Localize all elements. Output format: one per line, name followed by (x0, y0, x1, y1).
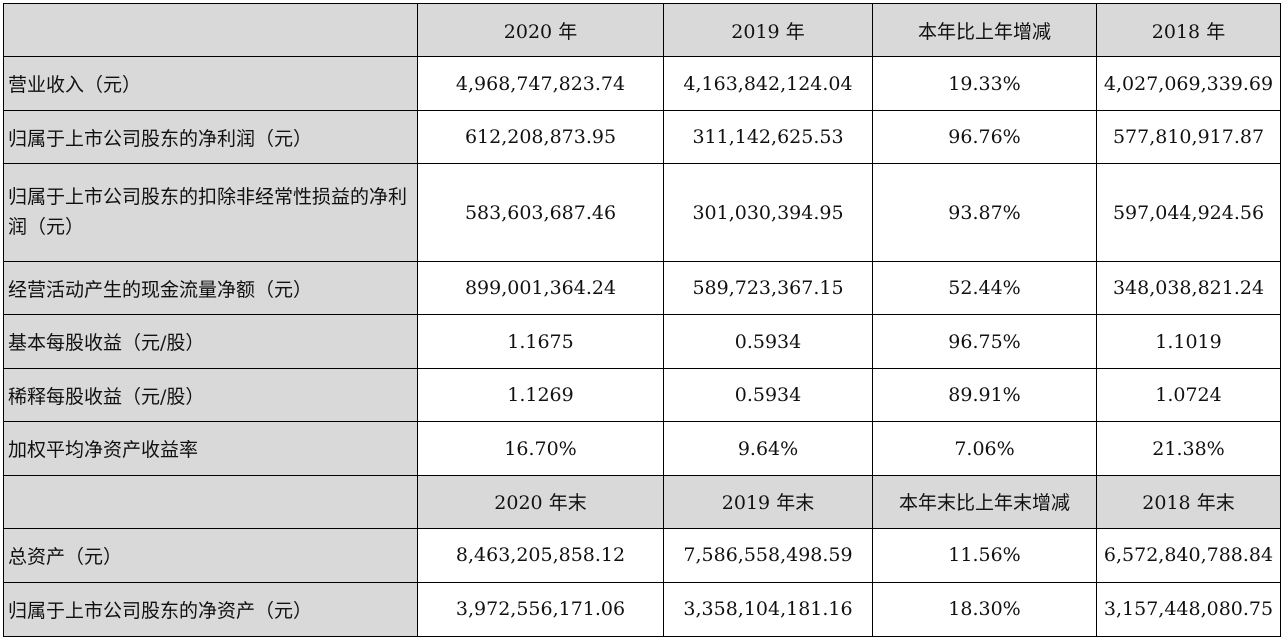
row-label: 营业收入（元） (3, 56, 418, 111)
value-cell: 7,586,558,498.59 (663, 528, 873, 583)
table-row: 加权平均净资产收益率 16.70% 9.64% 7.06% 21.38% (3, 421, 1281, 476)
value-cell: 1.0724 (1096, 367, 1281, 423)
header-cell: 本年比上年增减 (872, 2, 1097, 58)
financial-summary-table: 2020 年 2019 年 本年比上年增减 2018 年 营业收入（元） 4,9… (3, 2, 1281, 638)
value-cell: 16.70% (417, 421, 664, 476)
header-cell: 2020 年 (417, 2, 664, 58)
value-cell: 4,163,842,124.04 (663, 56, 873, 111)
table-row: 稀释每股收益（元/股） 1.1269 0.5934 89.91% 1.0724 (3, 367, 1281, 423)
value-cell: 3,358,104,181.16 (663, 581, 873, 638)
value-cell: 577,810,917.87 (1096, 109, 1281, 165)
table-row: 归属于上市公司股东的净资产（元） 3,972,556,171.06 3,358,… (3, 581, 1281, 638)
value-cell: 19.33% (872, 56, 1097, 111)
value-cell: 52.44% (872, 261, 1097, 316)
value-cell: 21.38% (1096, 421, 1281, 476)
value-cell: 96.76% (872, 109, 1097, 165)
table-row: 营业收入（元） 4,968,747,823.74 4,163,842,124.0… (3, 56, 1281, 111)
value-cell: 1.1675 (417, 314, 664, 369)
table-row: 总资产（元） 8,463,205,858.12 7,586,558,498.59… (3, 528, 1281, 583)
value-cell: 7.06% (872, 421, 1097, 476)
value-cell: 3,157,448,080.75 (1096, 581, 1281, 638)
value-cell: 96.75% (872, 314, 1097, 369)
header-cell: 2019 年 (663, 2, 873, 58)
header-cell: 2020 年末 (417, 474, 664, 530)
value-cell: 18.30% (872, 581, 1097, 638)
row-label: 加权平均净资产收益率 (3, 421, 418, 476)
value-cell: 11.56% (872, 528, 1097, 583)
value-cell: 89.91% (872, 367, 1097, 423)
value-cell: 311,142,625.53 (663, 109, 873, 165)
value-cell: 1.1269 (417, 367, 664, 423)
row-label: 总资产（元） (3, 528, 418, 583)
row-label: 归属于上市公司股东的净资产（元） (3, 581, 418, 638)
value-cell: 589,723,367.15 (663, 261, 873, 316)
value-cell: 348,038,821.24 (1096, 261, 1281, 316)
value-cell: 597,044,924.56 (1096, 163, 1281, 263)
value-cell: 3,972,556,171.06 (417, 581, 664, 638)
value-cell: 0.5934 (663, 367, 873, 423)
row-label: 归属于上市公司股东的扣除非经常性损益的净利润（元） (3, 163, 418, 263)
header-cell (3, 474, 418, 530)
value-cell: 6,572,840,788.84 (1096, 528, 1281, 583)
value-cell: 93.87% (872, 163, 1097, 263)
value-cell: 583,603,687.46 (417, 163, 664, 263)
header-cell: 本年末比上年末增减 (872, 474, 1097, 530)
value-cell: 9.64% (663, 421, 873, 476)
row-label: 归属于上市公司股东的净利润（元） (3, 109, 418, 165)
header-row: 2020 年 2019 年 本年比上年增减 2018 年 (3, 2, 1281, 58)
row-label: 经营活动产生的现金流量净额（元） (3, 261, 418, 316)
row-label: 基本每股收益（元/股） (3, 314, 418, 369)
header-cell: 2018 年 (1096, 2, 1281, 58)
value-cell: 1.1019 (1096, 314, 1281, 369)
header-cell (3, 2, 418, 58)
row-label: 稀释每股收益（元/股） (3, 367, 418, 423)
table-row: 归属于上市公司股东的扣除非经常性损益的净利润（元） 583,603,687.46… (3, 163, 1281, 263)
header-row: 2020 年末 2019 年末 本年末比上年末增减 2018 年末 (3, 474, 1281, 530)
value-cell: 8,463,205,858.12 (417, 528, 664, 583)
value-cell: 899,001,364.24 (417, 261, 664, 316)
value-cell: 4,968,747,823.74 (417, 56, 664, 111)
value-cell: 301,030,394.95 (663, 163, 873, 263)
header-cell: 2019 年末 (663, 474, 873, 530)
header-cell: 2018 年末 (1096, 474, 1281, 530)
value-cell: 0.5934 (663, 314, 873, 369)
table-row: 经营活动产生的现金流量净额（元） 899,001,364.24 589,723,… (3, 261, 1281, 316)
value-cell: 4,027,069,339.69 (1096, 56, 1281, 111)
table-row: 归属于上市公司股东的净利润（元） 612,208,873.95 311,142,… (3, 109, 1281, 165)
value-cell: 612,208,873.95 (417, 109, 664, 165)
table-row: 基本每股收益（元/股） 1.1675 0.5934 96.75% 1.1019 (3, 314, 1281, 369)
